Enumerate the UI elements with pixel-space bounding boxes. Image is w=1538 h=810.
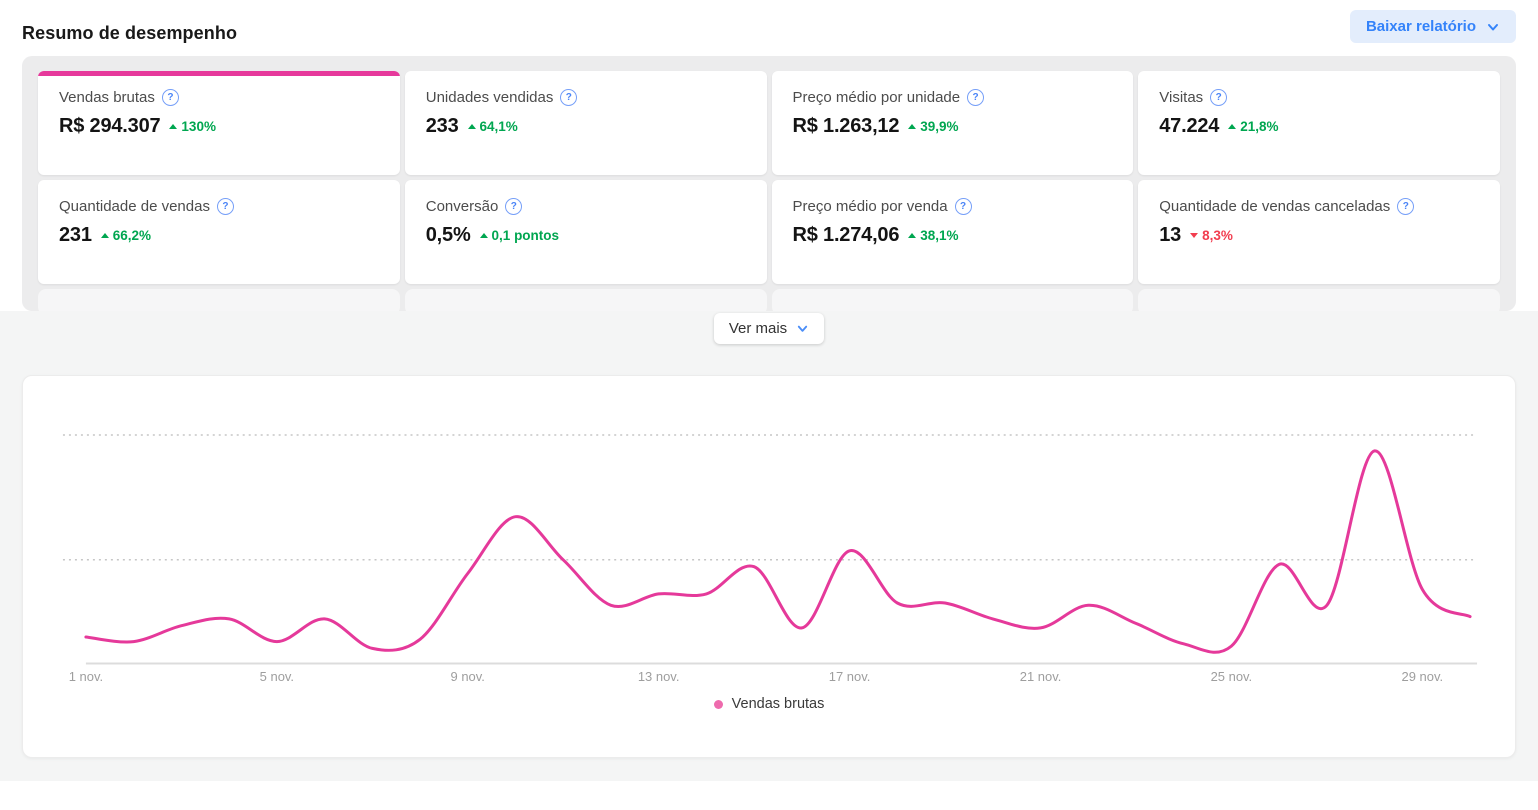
- metric-label: Visitas: [1159, 89, 1204, 106]
- metric-label: Unidades vendidas: [425, 89, 554, 106]
- metric-delta: 130%: [169, 119, 216, 134]
- metric-value: R$ 1.274,06: [792, 224, 900, 246]
- metric-delta-value: 8,3%: [1202, 228, 1233, 243]
- performance-chart-card: 1 nov. 5 nov. 9 nov. 13 nov. 17 nov. 21 nov. 2…: [22, 375, 1516, 758]
- help-icon[interactable]: ?: [505, 198, 523, 215]
- metric-label: Quantidade de vendas canceladas: [1159, 198, 1391, 215]
- metric-card[interactable]: Unidades vendidas ? 233 64,1%: [404, 71, 767, 175]
- help-icon[interactable]: ?: [161, 89, 179, 106]
- metric-value: 13: [1159, 224, 1182, 246]
- metrics-hidden-row: [38, 289, 1500, 311]
- metric-delta: 66,2%: [100, 228, 152, 243]
- chevron-down-icon: [1488, 23, 1498, 30]
- metric-label: Conversão: [425, 198, 499, 215]
- metric-delta-value: 39,9%: [920, 119, 959, 134]
- help-icon[interactable]: ?: [1210, 89, 1228, 106]
- metric-value: 233: [425, 115, 459, 137]
- metric-card[interactable]: Preço médio por venda ? R$ 1.274,06 38,1…: [771, 180, 1134, 284]
- metric-delta-value: 0,1 pontos: [491, 228, 560, 243]
- metric-card[interactable]: Quantidade de vendas canceladas ? 13 8,3…: [1138, 180, 1500, 284]
- trend-arrow-icon: [169, 124, 178, 129]
- metric-value: 47.224: [1159, 115, 1220, 137]
- chart-legend: Vendas brutas: [23, 696, 1515, 712]
- metric-card[interactable]: Quantidade de vendas ? 231 66,2%: [38, 180, 400, 284]
- trend-arrow-icon: [908, 233, 917, 238]
- metric-card[interactable]: Visitas ? 47.224 21,8%: [1138, 71, 1500, 175]
- x-tick-label: 9 nov.: [451, 669, 485, 684]
- chevron-down-icon: [798, 325, 808, 332]
- metric-card[interactable]: Vendas brutas ? R$ 294.307 130%: [38, 71, 400, 175]
- hidden-metric-card: [404, 289, 767, 311]
- x-tick-label: 13 nov.: [638, 669, 680, 684]
- metric-label: Preço médio por unidade: [792, 89, 961, 106]
- ver-mais-button[interactable]: Ver mais: [713, 313, 825, 344]
- metric-label: Quantidade de vendas: [59, 198, 210, 215]
- metric-label: Vendas brutas: [59, 89, 155, 106]
- download-report-label: Baixar relatório: [1365, 18, 1476, 35]
- metric-delta-value: 130%: [181, 119, 216, 134]
- help-icon[interactable]: ?: [967, 89, 985, 106]
- trend-arrow-icon: [908, 124, 917, 129]
- metrics-grid: Vendas brutas ? R$ 294.307 130% Unidades…: [38, 71, 1500, 284]
- help-icon[interactable]: ?: [954, 198, 972, 215]
- performance-chart: 1 nov. 5 nov. 9 nov. 13 nov. 17 nov. 21 nov. 2…: [62, 434, 1478, 684]
- metric-delta-value: 64,1%: [479, 119, 518, 134]
- metric-value: R$ 294.307: [59, 115, 161, 137]
- x-tick-label: 1 nov.: [69, 669, 103, 684]
- help-icon[interactable]: ?: [560, 89, 578, 106]
- metric-delta: 39,9%: [908, 119, 959, 134]
- metric-delta-value: 38,1%: [920, 228, 959, 243]
- x-tick-label: 21 nov.: [1020, 669, 1062, 684]
- x-tick-label: 17 nov.: [829, 669, 871, 684]
- vendas-brutas-line: [84, 449, 1472, 654]
- hidden-metric-card: [771, 289, 1134, 311]
- metric-delta-value: 21,8%: [1240, 119, 1279, 134]
- ver-mais-label: Ver mais: [728, 320, 788, 337]
- metric-delta: 38,1%: [908, 228, 959, 243]
- x-tick-label: 5 nov.: [260, 669, 294, 684]
- chart-section: Ver mais 1 nov. 5 nov. 9 nov. 13 nov. 17 nov…: [0, 311, 1538, 781]
- metric-value: 231: [59, 224, 92, 246]
- page-header: Resumo de desempenho Baixar relatório: [0, 0, 1538, 56]
- hidden-metric-card: [38, 289, 400, 311]
- page-title: Resumo de desempenho: [22, 23, 238, 43]
- trend-arrow-icon: [1190, 233, 1199, 238]
- metric-card[interactable]: Preço médio por unidade ? R$ 1.263,12 39…: [771, 71, 1134, 175]
- metric-delta: 21,8%: [1228, 119, 1279, 134]
- x-tick-label: 25 nov.: [1211, 669, 1253, 684]
- legend-label: Vendas brutas: [731, 696, 825, 712]
- metric-label: Preço médio por venda: [792, 198, 948, 215]
- help-icon[interactable]: ?: [216, 198, 234, 215]
- download-report-button[interactable]: Baixar relatório: [1349, 10, 1516, 43]
- metric-delta: 64,1%: [467, 119, 518, 134]
- metric-delta: 8,3%: [1190, 228, 1233, 243]
- hidden-metric-card: [1138, 289, 1500, 311]
- metric-delta-value: 66,2%: [112, 228, 152, 243]
- metrics-panel: Vendas brutas ? R$ 294.307 130% Unidades…: [22, 56, 1516, 311]
- trend-arrow-icon: [100, 233, 109, 238]
- metric-card[interactable]: Conversão ? 0,5% 0,1 pontos: [404, 180, 767, 284]
- metric-value: R$ 1.263,12: [792, 115, 900, 137]
- legend-dot-icon: [713, 699, 723, 709]
- trend-arrow-icon: [467, 124, 476, 129]
- metric-value: 0,5%: [425, 224, 471, 246]
- metric-delta: 0,1 pontos: [479, 228, 560, 243]
- x-tick-label: 29 nov.: [1402, 669, 1444, 684]
- trend-arrow-icon: [479, 233, 488, 238]
- help-icon[interactable]: ?: [1397, 198, 1415, 215]
- trend-arrow-icon: [1228, 124, 1237, 129]
